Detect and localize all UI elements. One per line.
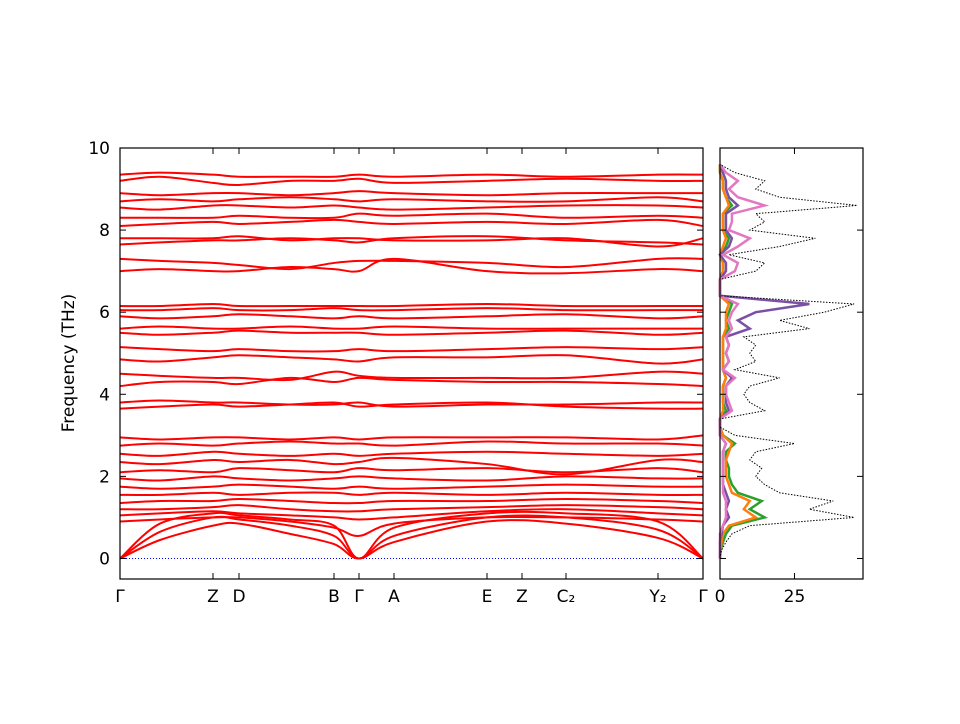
band-line <box>119 370 704 382</box>
band-line <box>119 175 704 187</box>
dos-frame <box>719 147 864 580</box>
y-tick-label: 6 <box>99 303 110 323</box>
band-line <box>119 399 704 408</box>
band-line <box>120 212 704 220</box>
y-tick-label: 8 <box>99 221 110 241</box>
band-line <box>119 302 703 308</box>
x-tick-label: Y₂ <box>648 587 666 607</box>
dos-tick-label: 25 <box>784 587 806 607</box>
band-line <box>119 508 704 521</box>
band-line <box>119 401 704 410</box>
band-line <box>119 257 704 275</box>
y-tick-label: 2 <box>99 467 110 487</box>
x-tick-label: Z <box>516 587 528 607</box>
band-line <box>119 235 704 248</box>
band-line <box>119 434 704 441</box>
partial-dos-line <box>718 163 810 559</box>
band-line <box>119 171 704 178</box>
band-line <box>119 196 704 203</box>
x-tick-label: Γ <box>698 587 708 607</box>
x-tick-label: A <box>388 587 400 607</box>
partial-dos-line <box>718 163 770 559</box>
band-line <box>119 519 704 560</box>
y-tick-label: 4 <box>99 385 110 405</box>
band-line <box>119 483 704 490</box>
band-line <box>119 325 703 330</box>
band-line <box>119 354 704 365</box>
band-line <box>119 329 704 336</box>
band-line <box>119 440 704 447</box>
band-line <box>119 475 704 482</box>
band-line <box>119 204 704 211</box>
band-line <box>119 491 704 497</box>
band-line <box>119 257 704 271</box>
band-line <box>119 235 704 246</box>
dos-tick-label: 0 <box>715 587 726 607</box>
band-line <box>119 218 704 227</box>
x-tick-label: Z <box>207 587 219 607</box>
band-line <box>119 510 704 560</box>
band-line <box>119 456 704 476</box>
y-tick-label: 10 <box>88 139 110 159</box>
y-tick-label: 0 <box>99 549 110 569</box>
band-line <box>119 504 704 513</box>
x-tick-label: Γ <box>354 587 364 607</box>
x-tick-label: B <box>328 587 340 607</box>
mask <box>864 0 960 720</box>
band-line <box>119 497 704 505</box>
x-tick-label: C₂ <box>557 587 576 607</box>
band-line <box>119 313 704 320</box>
band-line <box>119 376 704 388</box>
x-tick-label: Γ <box>115 587 125 607</box>
band-line <box>119 190 703 197</box>
band-line <box>119 450 704 457</box>
y-axis-label: Frequency (THz) <box>59 294 79 433</box>
band-line <box>119 467 704 474</box>
band-line <box>119 346 704 353</box>
band-frame <box>119 147 704 580</box>
x-tick-label: D <box>232 587 245 607</box>
x-tick-label: E <box>482 587 493 607</box>
total-dos-line <box>719 163 858 559</box>
band-line <box>119 307 703 312</box>
band-line <box>119 515 704 537</box>
